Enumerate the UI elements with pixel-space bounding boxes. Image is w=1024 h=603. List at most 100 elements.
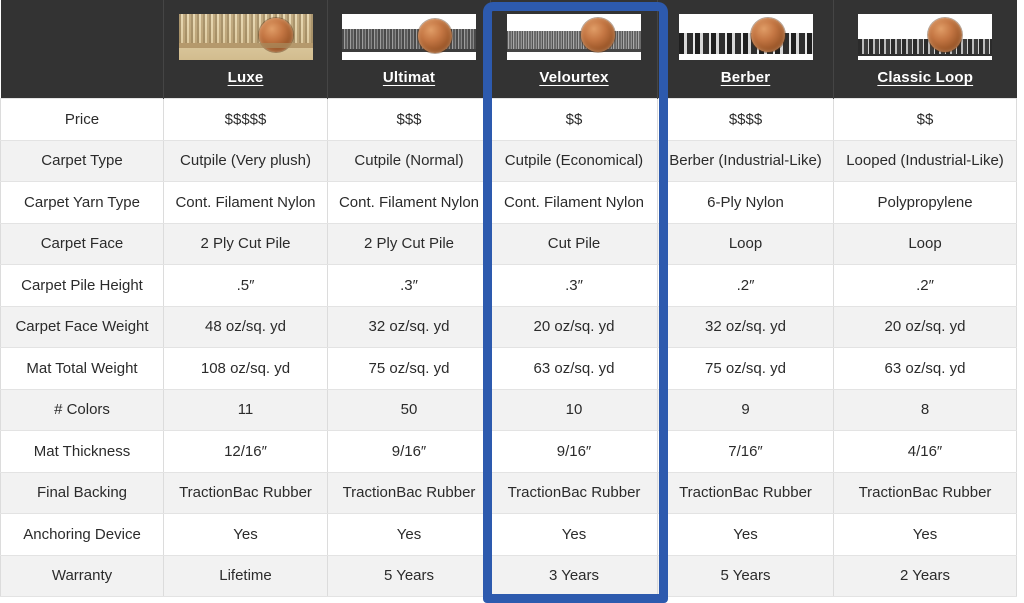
cell: 2 Years [833, 554, 1017, 597]
table-row-warranty: Warranty Lifetime 5 Years 3 Years 5 Year… [0, 554, 1017, 597]
row-label: Carpet Type [0, 139, 164, 182]
cell: 75 oz/sq. yd [327, 347, 491, 390]
cell: TractionBac Rubber [163, 471, 328, 514]
cell: 20 oz/sq. yd [833, 305, 1017, 348]
cell: Yes [657, 513, 834, 556]
cell: 63 oz/sq. yd [833, 347, 1017, 390]
cell: TractionBac Rubber [490, 471, 658, 514]
cell: Loop [833, 222, 1017, 265]
penny-icon [928, 18, 963, 52]
cell: Cont. Filament Nylon [327, 181, 491, 224]
row-label: Carpet Face Weight [0, 305, 164, 348]
table-row-anchoring-device: Anchoring Device Yes Yes Yes Yes Yes [0, 513, 1017, 556]
row-label: Price [0, 98, 164, 141]
header-product-velourtex: Velourtex [490, 0, 658, 99]
classic-loop-carpet-photo [858, 14, 993, 60]
product-link-velourtex[interactable]: Velourtex [539, 69, 609, 86]
cell: Cut Pile [490, 222, 658, 265]
cell: .2″ [657, 264, 834, 307]
cell: Lifetime [163, 554, 328, 597]
cell: Polypropylene [833, 181, 1017, 224]
cell: .3″ [327, 264, 491, 307]
table-row-mat-thickness: Mat Thickness 12/16″ 9/16″ 9/16″ 7/16″ 4… [0, 430, 1017, 473]
luxe-carpet-photo [178, 14, 313, 60]
table-row-price: Price $$$$$ $$$ $$ $$$$ $$ [0, 98, 1017, 141]
cell: $$$$ [657, 98, 834, 141]
cell: Cont. Filament Nylon [490, 181, 658, 224]
cell: TractionBac Rubber [833, 471, 1017, 514]
cell: Cutpile (Normal) [327, 139, 491, 182]
carpet-texture [507, 31, 641, 52]
cell: 8 [833, 388, 1017, 431]
cell: 32 oz/sq. yd [327, 305, 491, 348]
table-row-carpet-pile-height: Carpet Pile Height .5″ .3″ .3″ .2″ .2″ [0, 264, 1017, 307]
table-row-carpet-face-weight: Carpet Face Weight 48 oz/sq. yd 32 oz/sq… [0, 305, 1017, 348]
cell: Cutpile (Economical) [490, 139, 658, 182]
cell: 20 oz/sq. yd [490, 305, 658, 348]
cell: $$ [490, 98, 658, 141]
cell: 2 Ply Cut Pile [163, 222, 328, 265]
row-label: Anchoring Device [0, 513, 164, 556]
row-label: Warranty [0, 554, 164, 597]
cell: 9/16″ [327, 430, 491, 473]
cell: Yes [163, 513, 328, 556]
velourtex-carpet-photo [507, 14, 641, 60]
cell: $$ [833, 98, 1017, 141]
cell: Yes [327, 513, 491, 556]
cell: Cont. Filament Nylon [163, 181, 328, 224]
cell: 11 [163, 388, 328, 431]
cell: Berber (Industrial-Like) [657, 139, 834, 182]
cell: 10 [490, 388, 658, 431]
row-label: # Colors [0, 388, 164, 431]
cell: .2″ [833, 264, 1017, 307]
header-empty-cell [0, 0, 164, 99]
table-row-carpet-face: Carpet Face 2 Ply Cut Pile 2 Ply Cut Pil… [0, 222, 1017, 265]
cell: 3 Years [490, 554, 658, 597]
cell: 32 oz/sq. yd [657, 305, 834, 348]
row-label: Mat Total Weight [0, 347, 164, 390]
cell: 2 Ply Cut Pile [327, 222, 491, 265]
header-row: Luxe Ultimat Velourt [0, 0, 1017, 99]
cell: 4/16″ [833, 430, 1017, 473]
table-row-num-colors: # Colors 11 50 10 9 8 [0, 388, 1017, 431]
cell: 7/16″ [657, 430, 834, 473]
cell: 50 [327, 388, 491, 431]
header-product-berber: Berber [657, 0, 834, 99]
ultimat-carpet-photo [342, 14, 476, 60]
cell: Cutpile (Very plush) [163, 139, 328, 182]
table-row-mat-total-weight: Mat Total Weight 108 oz/sq. yd 75 oz/sq.… [0, 347, 1017, 390]
cell: $$$ [327, 98, 491, 141]
row-label: Final Backing [0, 471, 164, 514]
cell: .3″ [490, 264, 658, 307]
product-link-berber[interactable]: Berber [720, 69, 771, 86]
penny-icon [581, 18, 615, 52]
cell: TractionBac Rubber [657, 471, 834, 514]
carpet-texture [678, 33, 813, 55]
carpet-texture [858, 38, 993, 57]
penny-icon [418, 19, 452, 53]
table-row-carpet-type: Carpet Type Cutpile (Very plush) Cutpile… [0, 139, 1017, 182]
row-label: Carpet Face [0, 222, 164, 265]
header-product-luxe: Luxe [163, 0, 328, 99]
row-label: Mat Thickness [0, 430, 164, 473]
cell: 75 oz/sq. yd [657, 347, 834, 390]
product-link-luxe[interactable]: Luxe [227, 69, 264, 86]
cell: 5 Years [657, 554, 834, 597]
product-link-ultimat[interactable]: Ultimat [382, 69, 436, 86]
row-label: Carpet Yarn Type [0, 181, 164, 224]
cell: 6-Ply Nylon [657, 181, 834, 224]
berber-carpet-photo [678, 14, 813, 60]
cell: .5″ [163, 264, 328, 307]
cell: Loop [657, 222, 834, 265]
table-row-carpet-yarn-type: Carpet Yarn Type Cont. Filament Nylon Co… [0, 181, 1017, 224]
row-label: Carpet Pile Height [0, 264, 164, 307]
table-body: Price $$$$$ $$$ $$ $$$$ $$ Carpet Type C… [0, 98, 1017, 597]
product-link-classic-loop[interactable]: Classic Loop [877, 69, 974, 86]
table-header: Luxe Ultimat Velourt [0, 0, 1017, 99]
header-product-ultimat: Ultimat [327, 0, 491, 99]
penny-icon [258, 18, 293, 52]
cell: 12/16″ [163, 430, 328, 473]
cell: 9/16″ [490, 430, 658, 473]
cell: 63 oz/sq. yd [490, 347, 658, 390]
